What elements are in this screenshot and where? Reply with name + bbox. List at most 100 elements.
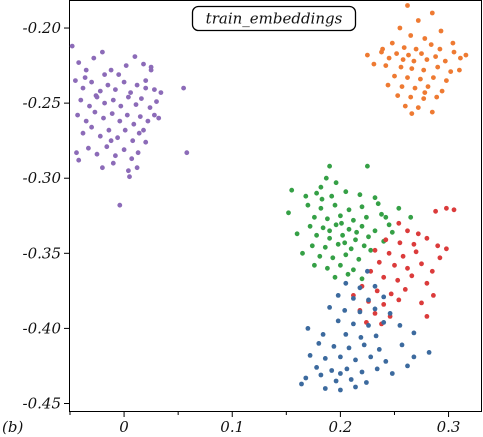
scatter-point-s2-54 (396, 205, 402, 211)
scatter-point-s1-18 (463, 52, 469, 58)
scatter-point-s1-23 (442, 58, 448, 64)
scatter-point-s2-50 (351, 267, 356, 273)
scatter-point-s4-28 (376, 347, 382, 352)
scatter-point-s1-48 (429, 109, 435, 115)
scatter-point-s1-8 (428, 42, 434, 47)
scatter-point-s1-32 (392, 73, 397, 79)
scatter-point-s1-15 (419, 51, 424, 56)
scatter-point-s4-43 (333, 378, 339, 384)
scatter-point-s0-14 (97, 88, 103, 94)
scatter-point-s2-32 (314, 232, 319, 238)
scatter-point-s4-41 (303, 375, 309, 381)
scatter-point-s4-39 (374, 366, 380, 372)
scatter-point-s2-0 (327, 163, 332, 169)
scatter-point-s3-7 (397, 240, 403, 246)
scatter-point-s0-28 (125, 94, 131, 100)
scatter-point-s3-35 (372, 311, 378, 316)
scatter-point-s0-11 (73, 78, 78, 83)
scatter-point-s0-5 (108, 67, 114, 73)
scatter-point-s1-45 (434, 94, 440, 100)
scatter-point-s2-53 (359, 276, 365, 282)
scatter-point-s4-40 (389, 371, 395, 376)
scatter-point-s1-33 (405, 75, 410, 80)
scatter-point-s2-60 (339, 220, 344, 226)
scatter-point-s0-49 (122, 127, 128, 133)
scatter-point-s1-24 (458, 55, 463, 61)
scatter-point-s2-31 (386, 222, 392, 228)
scatter-point-s2-14 (332, 202, 338, 208)
scatter-point-s3-1 (444, 205, 449, 211)
scatter-point-s2-39 (322, 244, 328, 250)
scatter-point-s3-2 (451, 207, 457, 213)
scatter-point-s3-20 (429, 268, 435, 274)
scatter-point-s4-0 (365, 268, 370, 274)
scatter-point-s1-39 (412, 85, 418, 91)
scatter-point-s4-4 (335, 293, 341, 298)
scatter-point-s1-49 (409, 111, 415, 116)
scatter-point-s2-16 (359, 204, 365, 210)
scatter-point-s3-19 (419, 261, 424, 267)
y-tick-label: -0.40 (23, 319, 62, 337)
scatter-point-s4-50 (411, 354, 417, 360)
scatter-point-s3-23 (395, 277, 401, 283)
scatter-point-s0-77 (108, 138, 114, 144)
scatter-point-s0-30 (139, 96, 144, 101)
scatter-point-s0-9 (141, 61, 146, 67)
scatter-point-s0-12 (80, 85, 86, 91)
chart-title-box: train_embeddings (191, 5, 357, 32)
scatter-point-s2-62 (368, 247, 374, 253)
scatter-point-s0-7 (123, 63, 129, 68)
scatter-point-s2-11 (372, 195, 378, 201)
scatter-point-s2-1 (323, 175, 329, 181)
scatter-point-s2-20 (325, 216, 330, 222)
scatter-point-s2-23 (364, 214, 369, 220)
scatter-point-s4-47 (322, 386, 328, 391)
scatter-point-s1-29 (421, 67, 427, 73)
scatter-point-s3-13 (400, 253, 406, 259)
scatter-point-s2-9 (343, 189, 349, 195)
scatter-point-s4-3 (372, 283, 378, 289)
scatter-point-s1-16 (433, 54, 438, 59)
scatter-point-s3-41 (444, 246, 449, 252)
scatter-point-s0-23 (87, 103, 92, 109)
scatter-point-s0-62 (100, 165, 105, 171)
scatter-point-s4-53 (399, 342, 405, 348)
scatter-point-s0-67 (158, 90, 164, 95)
y-axis-ticks: -0.20 -0.25 -0.30 -0.35 -0.40 -0.45 (23, 19, 70, 412)
scatter-point-s4-25 (331, 344, 337, 349)
plot-frame (69, 0, 482, 412)
scatter-point-s0-56 (113, 153, 118, 159)
scatter-point-s1-22 (424, 57, 430, 62)
scatter-point-s0-44 (80, 130, 86, 136)
scatter-point-s0-54 (94, 151, 100, 157)
scatter-point-s1-1 (429, 10, 435, 16)
scatter-point-s2-22 (351, 217, 356, 223)
scatter-point-s2-52 (345, 271, 351, 277)
scatter-point-s1-14 (406, 52, 411, 58)
scatter-point-s0-19 (134, 82, 140, 88)
scatter-point-s2-3 (365, 163, 370, 169)
scatter-point-s1-54 (422, 90, 428, 95)
scatter-point-s1-50 (371, 61, 377, 67)
scatter-point-s1-2 (415, 18, 421, 23)
scatter-point-s3-32 (381, 302, 387, 307)
scatter-point-s4-31 (338, 354, 343, 360)
scatter-point-s4-12 (387, 311, 393, 316)
scatter-point-s2-51 (332, 274, 338, 280)
scatter-point-s2-28 (346, 226, 352, 232)
x-axis-ticks: 0 0.1 0.2 0.3 (69, 411, 460, 436)
scatter-point-s0-58 (129, 156, 135, 162)
scatter-point-s4-51 (405, 363, 410, 369)
scatter-point-s0-29 (133, 102, 139, 107)
scatter-point-s3-12 (386, 250, 392, 256)
scatter-point-s4-17 (397, 323, 403, 328)
scatter-point-s3-18 (405, 265, 410, 271)
scatter-point-s2-57 (294, 231, 300, 237)
scatter-point-s2-48 (325, 265, 330, 271)
scatter-point-s1-37 (385, 82, 391, 88)
scatter-point-s1-10 (413, 46, 419, 52)
scatter-point-s2-46 (356, 256, 362, 262)
y-tick-label: -0.35 (23, 244, 61, 262)
scatter-point-s0-6 (116, 72, 122, 77)
scatter-point-s2-18 (286, 210, 291, 216)
